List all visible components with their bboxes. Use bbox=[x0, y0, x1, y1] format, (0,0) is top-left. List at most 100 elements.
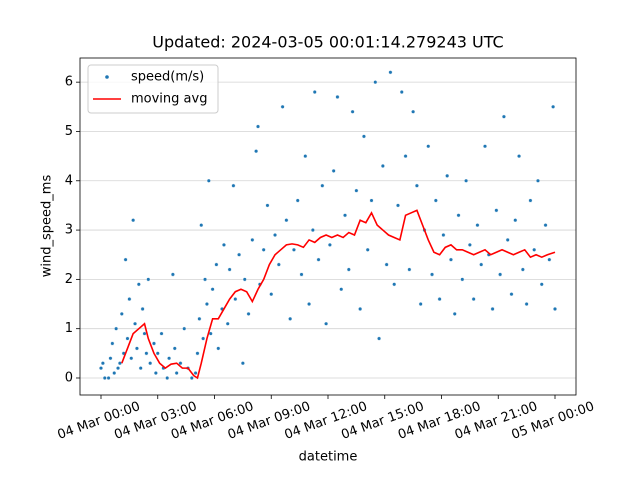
data-point bbox=[479, 262, 484, 267]
data-point bbox=[221, 242, 226, 247]
data-point bbox=[303, 154, 308, 159]
data-point bbox=[127, 297, 132, 302]
data-point bbox=[102, 375, 107, 380]
data-point bbox=[134, 346, 139, 351]
data-point bbox=[528, 198, 533, 203]
data-point bbox=[265, 203, 270, 208]
data-point bbox=[172, 346, 177, 351]
data-point bbox=[170, 272, 175, 277]
data-point bbox=[299, 272, 304, 277]
data-point bbox=[494, 208, 499, 213]
data-point bbox=[144, 351, 149, 356]
data-point bbox=[269, 292, 274, 297]
data-point bbox=[261, 247, 266, 252]
data-point bbox=[110, 341, 115, 346]
data-point bbox=[148, 361, 153, 366]
moving-avg-line bbox=[121, 209, 556, 380]
y-tick-label: 5 bbox=[65, 124, 73, 139]
data-point bbox=[189, 375, 194, 380]
data-point bbox=[426, 144, 431, 149]
data-point bbox=[339, 287, 344, 292]
data-point bbox=[509, 292, 514, 297]
y-tick-label: 4 bbox=[65, 173, 73, 188]
data-point bbox=[210, 287, 215, 292]
data-point bbox=[524, 302, 529, 307]
data-point bbox=[445, 173, 450, 178]
data-point bbox=[346, 267, 351, 272]
data-point bbox=[551, 104, 556, 109]
data-point bbox=[411, 109, 416, 114]
data-point bbox=[276, 262, 281, 267]
data-point bbox=[159, 331, 164, 336]
data-point bbox=[327, 242, 332, 247]
y-tick-label: 3 bbox=[65, 223, 73, 238]
data-point bbox=[553, 306, 558, 311]
data-point bbox=[483, 144, 488, 149]
data-point bbox=[233, 297, 238, 302]
data-point bbox=[354, 188, 359, 193]
data-point bbox=[452, 311, 457, 316]
chart-title: Updated: 2024-03-05 00:01:14.279243 UTC bbox=[152, 33, 503, 52]
data-point bbox=[165, 375, 170, 380]
legend: speed(m/s) moving avg bbox=[87, 64, 219, 114]
data-point bbox=[214, 262, 219, 267]
data-point bbox=[414, 183, 419, 188]
data-point bbox=[467, 242, 472, 247]
data-point bbox=[273, 233, 278, 238]
data-point bbox=[295, 198, 300, 203]
data-point bbox=[324, 321, 329, 326]
data-point bbox=[119, 311, 124, 316]
data-point bbox=[284, 218, 289, 223]
data-point bbox=[316, 257, 321, 262]
data-point bbox=[125, 336, 130, 341]
data-point bbox=[227, 267, 232, 272]
y-axis-label: wind_speed_ms bbox=[40, 175, 55, 278]
data-point bbox=[203, 277, 208, 282]
legend-label: moving avg bbox=[131, 92, 207, 107]
grid bbox=[80, 81, 576, 379]
legend-label: speed(m/s) bbox=[131, 70, 204, 85]
data-point bbox=[204, 302, 209, 307]
data-point bbox=[460, 277, 465, 282]
data-point bbox=[250, 237, 255, 242]
data-point bbox=[201, 336, 206, 341]
data-point bbox=[242, 277, 247, 282]
data-point bbox=[320, 183, 325, 188]
data-point bbox=[331, 168, 336, 173]
data-point bbox=[513, 218, 518, 223]
data-point bbox=[369, 198, 374, 203]
data-point bbox=[117, 361, 122, 366]
data-point bbox=[131, 218, 136, 223]
data-point bbox=[361, 134, 366, 139]
data-point bbox=[475, 223, 480, 228]
data-point bbox=[437, 297, 442, 302]
data-point bbox=[153, 371, 158, 376]
data-point bbox=[310, 228, 315, 233]
data-point bbox=[178, 361, 183, 366]
data-point bbox=[174, 371, 179, 376]
data-point bbox=[312, 90, 317, 95]
data-point bbox=[399, 90, 404, 95]
data-point bbox=[112, 371, 117, 376]
data-point bbox=[100, 361, 105, 366]
data-point bbox=[136, 282, 141, 287]
data-point bbox=[456, 213, 461, 218]
data-point bbox=[407, 267, 412, 272]
data-point bbox=[193, 371, 198, 376]
data-point bbox=[280, 104, 285, 109]
data-point bbox=[547, 257, 552, 262]
data-point bbox=[377, 336, 382, 341]
data-point bbox=[430, 272, 435, 277]
data-point bbox=[231, 183, 236, 188]
data-point bbox=[199, 223, 204, 228]
data-point bbox=[155, 351, 160, 356]
data-point bbox=[517, 154, 522, 159]
data-point bbox=[380, 163, 385, 168]
data-point bbox=[138, 366, 143, 371]
data-point bbox=[543, 223, 548, 228]
data-point bbox=[501, 114, 506, 119]
y-tick-label: 0 bbox=[65, 370, 73, 385]
data-point bbox=[403, 154, 408, 159]
